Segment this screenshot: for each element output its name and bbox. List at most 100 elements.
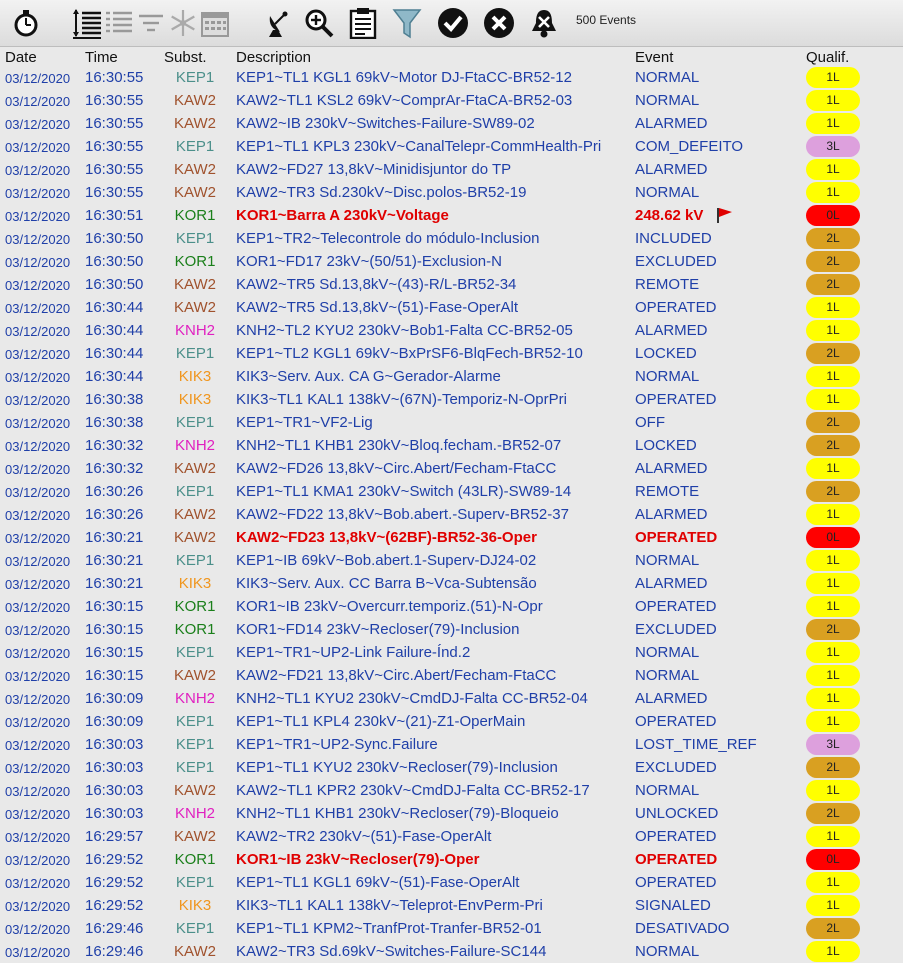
table-row[interactable]: 03/12/2020 16:29:57 KAW2 KAW2~TR2 230kV~(51… <box>0 825 903 848</box>
cell-time: 16:30:15 <box>85 667 144 684</box>
table-row[interactable]: 03/12/2020 16:29:52 KEP1 KEP1~TL1 KGL1 69kV… <box>0 871 903 894</box>
table-row[interactable]: 03/12/2020 16:30:44 KNH2 KNH2~TL2 KYU2 230k… <box>0 319 903 342</box>
snowflake-icon[interactable] <box>166 6 200 40</box>
table-row[interactable]: 03/12/2020 16:30:55 KAW2 KAW2~IB 230kV~Swit… <box>0 112 903 135</box>
col-time[interactable]: Time <box>85 49 118 66</box>
cell-event: EXCLUDED <box>635 759 717 776</box>
cell-event: OPERATED <box>635 851 718 868</box>
table-row[interactable]: 03/12/2020 16:30:03 KEP1 KEP1~TR1~UP2-Sync.… <box>0 733 903 756</box>
cell-date: 03/12/2020 <box>5 439 71 454</box>
zoom-icon[interactable] <box>302 6 336 40</box>
cell-description: KAW2~FD21 13,8kV~Circ.Abert/Fecham-FtaCC <box>236 667 557 684</box>
table-row[interactable]: 03/12/2020 16:30:21 KAW2 KAW2~FD23 13,8kV~(… <box>0 526 903 549</box>
cell-date: 03/12/2020 <box>5 577 71 592</box>
cell-time: 16:29:46 <box>85 943 144 960</box>
qualif-badge: 1L <box>806 688 860 709</box>
table-row[interactable]: 03/12/2020 16:30:15 KOR1 KOR1~IB 23kV~Overc… <box>0 595 903 618</box>
col-description[interactable]: Description <box>236 49 312 66</box>
cell-time: 16:30:26 <box>85 483 144 500</box>
cell-event: NORMAL <box>635 552 700 569</box>
col-qualif[interactable]: Qualif. <box>806 49 850 66</box>
table-row[interactable]: 03/12/2020 16:30:55 KEP1 KEP1~TL1 KGL1 69kV… <box>0 66 903 89</box>
cell-time: 16:30:50 <box>85 230 144 247</box>
cell-date: 03/12/2020 <box>5 416 71 431</box>
table-row[interactable]: 03/12/2020 16:30:55 KEP1 KEP1~TL1 KPL3 230k… <box>0 135 903 158</box>
table-row[interactable]: 03/12/2020 16:30:51 KOR1 KOR1~Barra A 230kV… <box>0 204 903 227</box>
cell-time: 16:29:52 <box>85 897 144 914</box>
table-row[interactable]: 03/12/2020 16:30:09 KEP1 KEP1~TL1 KPL4 230k… <box>0 710 903 733</box>
cell-time: 16:30:32 <box>85 460 144 477</box>
cell-description: KEP1~TL1 KGL1 69kV~Motor DJ-FtaCC-BR52-1… <box>236 69 572 86</box>
cell-event: 248.62 kV <box>635 207 704 224</box>
cell-subst: KEP1 <box>175 736 215 753</box>
table-row[interactable]: 03/12/2020 16:30:26 KAW2 KAW2~FD22 13,8kV~B… <box>0 503 903 526</box>
table-row[interactable]: 03/12/2020 16:30:21 KIK3 KIK3~Serv. Aux. CC… <box>0 572 903 595</box>
table-row[interactable]: 03/12/2020 16:30:50 KEP1 KEP1~TR2~Telecontr… <box>0 227 903 250</box>
table-row[interactable]: 03/12/2020 16:30:50 KOR1 KOR1~FD17 23kV~(50… <box>0 250 903 273</box>
table-row[interactable]: 03/12/2020 16:30:55 KAW2 KAW2~TR3 Sd.230kV~… <box>0 181 903 204</box>
table-row[interactable]: 03/12/2020 16:30:26 KEP1 KEP1~TL1 KMA1 230k… <box>0 480 903 503</box>
cell-time: 16:30:15 <box>85 621 144 638</box>
cell-description: KEP1~TL1 KPL3 230kV~CanalTelepr-CommHeal… <box>236 138 602 155</box>
table-row[interactable]: 03/12/2020 16:30:03 KNH2 KNH2~TL1 KHB1 230k… <box>0 802 903 825</box>
table-row[interactable]: 03/12/2020 16:30:50 KAW2 KAW2~TR5 Sd.13,8kV… <box>0 273 903 296</box>
col-event[interactable]: Event <box>635 49 674 66</box>
filter-lines-icon[interactable] <box>134 6 168 40</box>
cell-subst: KAW2 <box>174 115 216 132</box>
table-row[interactable]: 03/12/2020 16:29:46 KEP1 KEP1~TL1 KPM2~Tran… <box>0 917 903 940</box>
table-row[interactable]: 03/12/2020 16:30:32 KNH2 KNH2~TL1 KHB1 230k… <box>0 434 903 457</box>
cell-subst: KIK3 <box>178 391 212 408</box>
stopwatch-icon[interactable] <box>9 6 43 40</box>
table-row[interactable]: 03/12/2020 16:30:32 KAW2 KAW2~FD26 13,8kV~C… <box>0 457 903 480</box>
cell-subst: KOR1 <box>174 207 216 224</box>
cell-time: 16:30:26 <box>85 506 144 523</box>
table-row[interactable]: 03/12/2020 16:29:46 KAW2 KAW2~TR3 Sd.69kV~S… <box>0 940 903 963</box>
cell-subst: KEP1 <box>175 230 215 247</box>
table-row[interactable]: 03/12/2020 16:30:21 KEP1 KEP1~IB 69kV~Bob.a… <box>0 549 903 572</box>
cell-time: 16:30:21 <box>85 575 144 592</box>
calendar-icon[interactable] <box>198 6 232 40</box>
cell-description: KNH2~TL1 KYU2 230kV~CmdDJ-Falta CC-BR52-… <box>236 690 588 707</box>
table-row[interactable]: 03/12/2020 16:30:44 KEP1 KEP1~TL2 KGL1 69kV… <box>0 342 903 365</box>
bell-mute-icon[interactable] <box>527 6 561 40</box>
table-row[interactable]: 03/12/2020 16:30:15 KOR1 KOR1~FD14 23kV~Rec… <box>0 618 903 641</box>
qualif-badge: 2L <box>806 619 860 640</box>
x-circle-icon[interactable] <box>482 6 516 40</box>
satellite-dish-icon[interactable] <box>262 6 296 40</box>
table-row[interactable]: 03/12/2020 16:29:52 KOR1 KOR1~IB 23kV~Reclo… <box>0 848 903 871</box>
list-lines-icon[interactable] <box>102 6 136 40</box>
clipboard-icon[interactable] <box>346 6 380 40</box>
table-row[interactable]: 03/12/2020 16:30:55 KAW2 KAW2~FD27 13,8kV~M… <box>0 158 903 181</box>
table-row[interactable]: 03/12/2020 16:30:03 KEP1 KEP1~TL1 KYU2 230k… <box>0 756 903 779</box>
table-row[interactable]: 03/12/2020 16:30:15 KAW2 KAW2~FD21 13,8kV~C… <box>0 664 903 687</box>
table-row[interactable]: 03/12/2020 16:30:38 KIK3 KIK3~TL1 KAL1 138k… <box>0 388 903 411</box>
funnel-icon[interactable] <box>390 6 424 40</box>
cell-description: KAW2~IB 230kV~Switches-Failure-SW89-02 <box>236 115 535 132</box>
sort-lines-icon[interactable] <box>70 6 104 40</box>
table-row[interactable]: 03/12/2020 16:30:09 KNH2 KNH2~TL1 KYU2 230k… <box>0 687 903 710</box>
check-circle-icon[interactable] <box>436 6 470 40</box>
cell-event: ALARMED <box>635 460 708 477</box>
cell-date: 03/12/2020 <box>5 94 71 109</box>
table-row[interactable]: 03/12/2020 16:30:44 KAW2 KAW2~TR5 Sd.13,8kV… <box>0 296 903 319</box>
qualif-badge: 0L <box>806 205 860 226</box>
qualif-badge: 2L <box>806 412 860 433</box>
table-row[interactable]: 03/12/2020 16:30:38 KEP1 KEP1~TR1~VF2-Lig OF… <box>0 411 903 434</box>
table-row[interactable]: 03/12/2020 16:29:52 KIK3 KIK3~TL1 KAL1 138k… <box>0 894 903 917</box>
table-row[interactable]: 03/12/2020 16:30:55 KAW2 KAW2~TL1 KSL2 69kV… <box>0 89 903 112</box>
cell-event: LOST_TIME_REF <box>635 736 757 753</box>
cell-date: 03/12/2020 <box>5 278 71 293</box>
cell-date: 03/12/2020 <box>5 232 71 247</box>
cell-date: 03/12/2020 <box>5 186 71 201</box>
table-row[interactable]: 03/12/2020 16:30:44 KIK3 KIK3~Serv. Aux. CA… <box>0 365 903 388</box>
cell-time: 16:30:09 <box>85 690 144 707</box>
qualif-badge: 1L <box>806 67 860 88</box>
col-date[interactable]: Date <box>5 49 37 66</box>
cell-description: KAW2~TL1 KSL2 69kV~ComprAr-FtaCA-BR52-03 <box>236 92 573 109</box>
cell-date: 03/12/2020 <box>5 646 71 661</box>
table-row[interactable]: 03/12/2020 16:30:15 KEP1 KEP1~TR1~UP2-Link … <box>0 641 903 664</box>
cell-subst: KIK3 <box>178 897 212 914</box>
table-row[interactable]: 03/12/2020 16:30:03 KAW2 KAW2~TL1 KPR2 230k… <box>0 779 903 802</box>
cell-description: KOR1~IB 23kV~Recloser(79)-Oper <box>236 851 480 868</box>
col-subst[interactable]: Subst. <box>164 49 207 66</box>
